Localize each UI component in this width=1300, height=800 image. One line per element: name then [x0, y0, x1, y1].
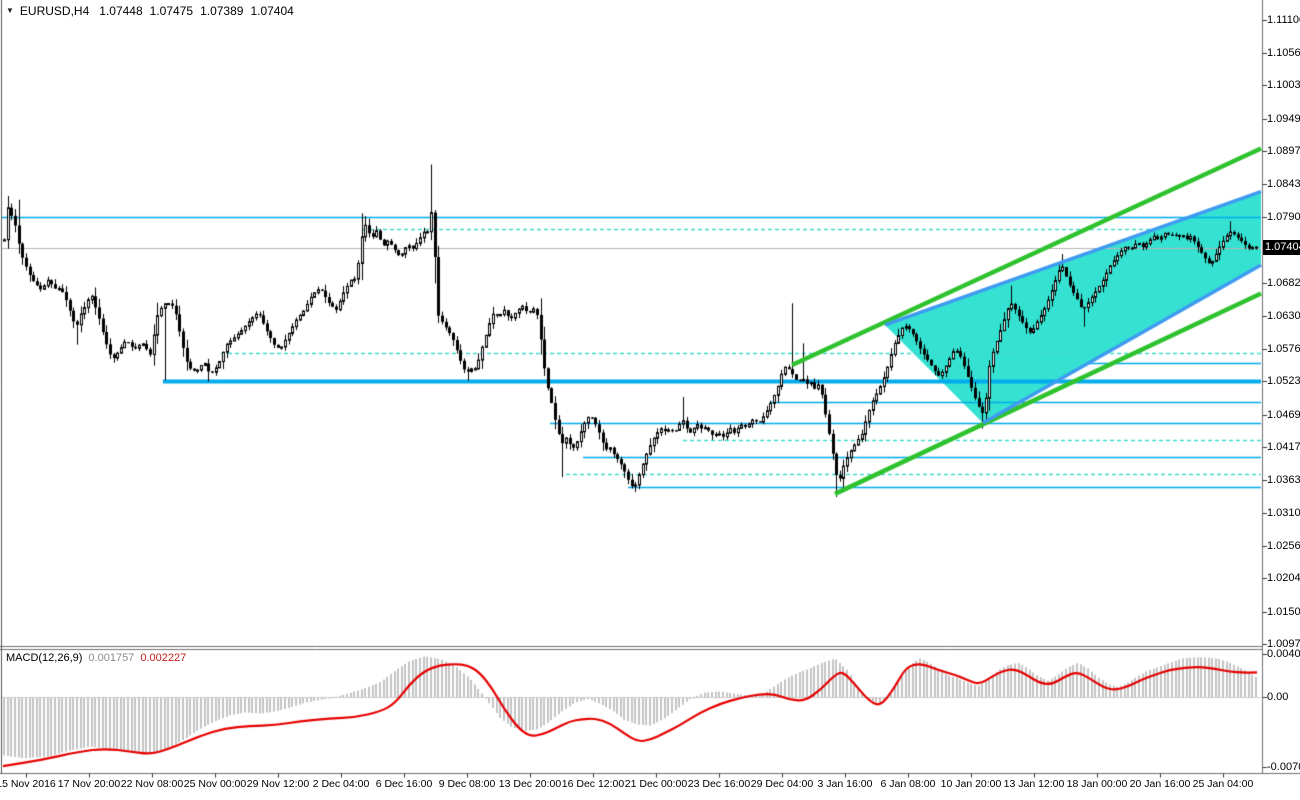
- price-tick-label: 1.07905: [1267, 210, 1300, 223]
- price-tick-label: 1.04170: [1267, 441, 1300, 454]
- price-tick-label: 1.05235: [1267, 375, 1300, 388]
- symbol-dropdown-icon[interactable]: ▼: [6, 6, 14, 15]
- price-tick-label: 1.02565: [1267, 539, 1300, 552]
- title-open: 1.07448: [99, 4, 143, 18]
- macd-indicator-label: MACD(12,26,9) 0.001757 0.002227: [6, 652, 186, 664]
- macd-tick-label: 0.00: [1267, 691, 1289, 703]
- price-tick-label: 1.02040: [1267, 572, 1300, 585]
- macd-main-value: 0.001757: [88, 652, 135, 664]
- time-tick-label: 23 Dec 16:00: [687, 778, 751, 790]
- time-tick-label: 22 Nov 08:00: [120, 778, 184, 790]
- price-tick-label: 1.05760: [1267, 342, 1300, 355]
- macd-tick-label: -0.007028: [1267, 761, 1300, 773]
- time-tick-label: 2 Dec 04:00: [312, 778, 370, 790]
- time-tick-label: 13 Jan 12:00: [1003, 778, 1065, 790]
- price-tick-label: 1.01500: [1267, 605, 1300, 618]
- time-tick-label: 25 Nov 00:00: [183, 778, 247, 790]
- title-low: 1.07389: [200, 4, 244, 18]
- current-price-badge: 1.07404: [1263, 239, 1300, 255]
- price-tick-label: 1.10560: [1267, 46, 1300, 59]
- time-tick-label: 9 Dec 08:00: [438, 778, 496, 790]
- title-symbol: EURUSD,H4: [19, 4, 90, 18]
- price-tick-label: 1.09495: [1267, 112, 1300, 125]
- price-tick-label: 1.08970: [1267, 145, 1300, 157]
- price-tick-label: 1.06300: [1267, 309, 1300, 322]
- time-tick-label: 29 Dec 04:00: [750, 778, 814, 790]
- time-tick-label: 3 Jan 16:00: [817, 778, 873, 790]
- time-tick-label: 18 Jan 00:00: [1066, 778, 1128, 790]
- title-high: 1.07475: [149, 4, 194, 18]
- price-tick-label: 1.06825: [1267, 277, 1300, 290]
- title-close: 1.07404: [250, 4, 294, 18]
- price-tick-label: 1.10035: [1267, 79, 1300, 92]
- time-tick-label: 25 Jan 04:00: [1192, 778, 1254, 790]
- time-tick-label: 21 Dec 00:00: [624, 778, 688, 790]
- macd-name: MACD(12,26,9): [6, 652, 83, 664]
- time-tick-label: 13 Dec 20:00: [498, 778, 562, 790]
- time-tick-label: 6 Jan 08:00: [880, 778, 936, 790]
- macd-signal-value: 0.002227: [140, 652, 187, 664]
- time-tick-label: 20 Jan 16:00: [1129, 778, 1191, 790]
- price-tick-label: 1.04695: [1267, 408, 1300, 421]
- time-tick-label: 17 Nov 20:00: [57, 778, 121, 790]
- time-tick-label: 15 Nov 2016: [0, 778, 56, 790]
- macd-tick-label: 0.004026: [1267, 648, 1300, 660]
- time-tick-label: 16 Dec 12:00: [561, 778, 625, 790]
- price-tick-label: 1.03105: [1267, 506, 1300, 519]
- price-tick-label: 1.11100: [1267, 13, 1300, 26]
- price-tick-label: 1.08430: [1267, 178, 1300, 191]
- price-tick-label: 1.03630: [1267, 474, 1300, 487]
- time-tick-label: 6 Dec 16:00: [375, 778, 433, 790]
- time-tick-label: 29 Nov 12:00: [246, 778, 310, 790]
- time-tick-label: 10 Jan 20:00: [940, 778, 1002, 790]
- chart-title: ▼ EURUSD,H4 1.07448 1.07475 1.07389 1.07404: [6, 4, 301, 18]
- price-tick-label: 1.00975: [1267, 638, 1300, 651]
